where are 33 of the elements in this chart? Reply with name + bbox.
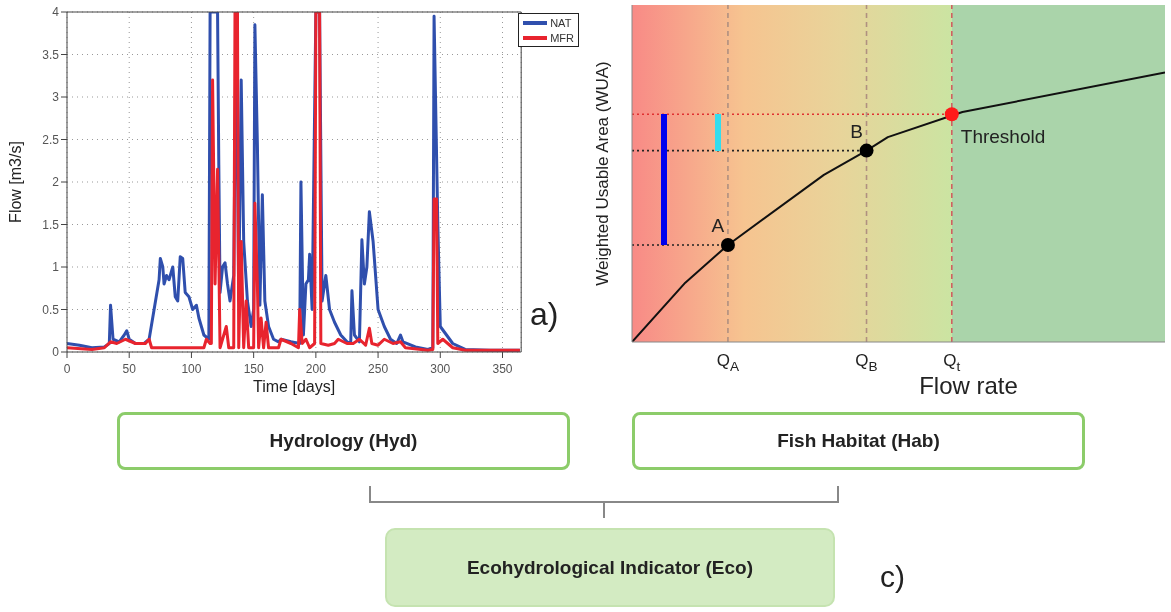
x-tick-label: 100 bbox=[181, 361, 202, 376]
y-tick-label: 2 bbox=[52, 175, 60, 190]
annotation: A bbox=[711, 214, 725, 236]
text: Ecohydrological Indicator (Eco) bbox=[385, 528, 835, 607]
x-tick-label: 250 bbox=[368, 361, 389, 376]
text: Fish Habitat (Hab) bbox=[632, 412, 1085, 470]
text: c) bbox=[880, 560, 905, 594]
annotation: Threshold bbox=[960, 125, 1046, 147]
x-axis-title: Flow rate bbox=[919, 372, 1018, 399]
legend-label: MFR bbox=[550, 31, 574, 44]
annotation: B bbox=[850, 120, 863, 142]
x-tick-label: Q$_{t}$ bbox=[943, 351, 961, 375]
text: a) bbox=[530, 296, 559, 333]
x-axis-title: Time [days] bbox=[253, 378, 336, 395]
y-tick-label: 3 bbox=[52, 90, 60, 105]
y-tick-label: 3.5 bbox=[42, 47, 60, 62]
legend-label: NAT bbox=[550, 16, 572, 29]
x-tick-label: 200 bbox=[305, 361, 327, 376]
y-tick-label: 0.5 bbox=[42, 302, 60, 317]
x-tick-label: 150 bbox=[243, 361, 264, 376]
x-tick-label: 300 bbox=[430, 361, 451, 376]
y-tick-label: 1 bbox=[52, 260, 60, 275]
y-axis-title: Flow [m3/s] bbox=[6, 141, 24, 223]
x-tick-label: Q$_{B}$ bbox=[855, 351, 878, 375]
x-tick-label: 350 bbox=[492, 361, 513, 376]
y-tick-label: 4 bbox=[52, 5, 60, 20]
y-tick-label: 1.5 bbox=[42, 217, 60, 232]
x-tick-label: 0 bbox=[63, 361, 71, 376]
x-tick-label: 50 bbox=[122, 361, 137, 376]
y-axis-title: Weighted Usable Area (WUA) bbox=[593, 61, 613, 286]
x-tick-label: Q$_{A}$ bbox=[716, 351, 741, 375]
text: Hydrology (Hyd) bbox=[117, 412, 570, 470]
y-tick-label: 2.5 bbox=[42, 132, 60, 147]
